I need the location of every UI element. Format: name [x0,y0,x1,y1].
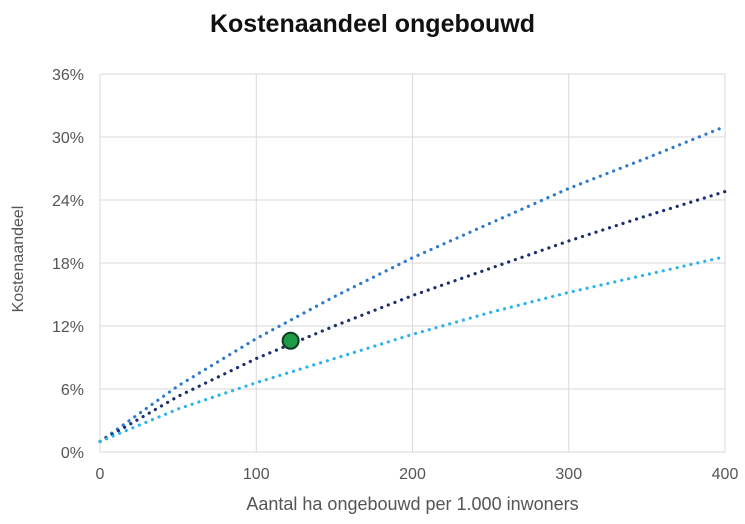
y-tick-label: 36% [52,67,84,84]
x-tick-label: 200 [399,466,426,483]
highlight-point [281,331,300,350]
series-line-1 [98,124,727,444]
x-tick-label: 100 [243,466,270,483]
y-tick-label: 30% [52,130,84,147]
y-tick-label: 0% [61,445,84,462]
x-tick-labels: 0 100 200 300 400 [96,466,739,483]
y-tick-label: 24% [52,193,84,210]
series-line-3 [98,255,727,444]
y-tick-label: 12% [52,319,84,336]
x-axis-label: Aantal ha ongebouwd per 1.000 inwoners [246,494,579,514]
y-tick-label: 6% [61,382,84,399]
x-tick-label: 400 [712,466,739,483]
y-tick-labels: 0% 6% 12% 18% 24% 30% 36% [52,67,84,462]
grid [99,73,726,453]
x-tick-label: 0 [96,466,105,483]
series-line-2 [98,190,727,444]
chart-title: Kostenaandeel ongebouwd [209,10,536,38]
series-group [98,124,727,444]
y-tick-label: 18% [52,256,84,273]
x-tick-label: 300 [555,466,582,483]
highlight-marker-group [281,331,300,350]
